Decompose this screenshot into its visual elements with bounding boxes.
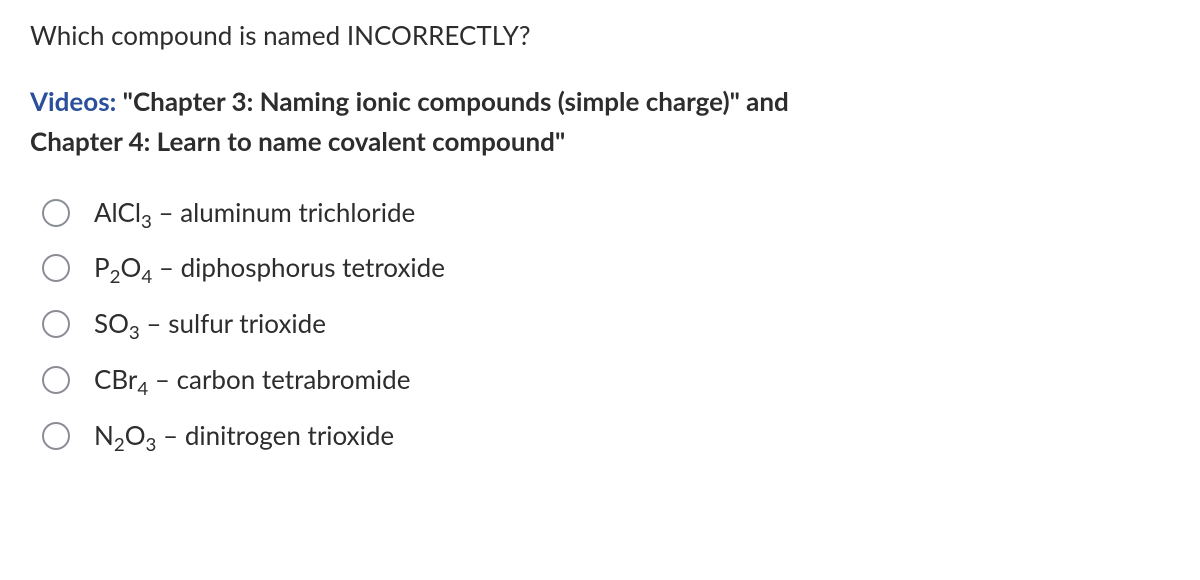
option-5-formula: N2O3 (94, 419, 156, 451)
option-1-formula: AlCl3 (94, 196, 152, 228)
option-3-name: sulfur trioxide (168, 307, 326, 339)
videos-prefix: Videos: (30, 85, 116, 117)
videos-text-line1: "Chapter 3: Naming ionic compounds (simp… (116, 85, 788, 117)
option-5[interactable]: N2O3 – dinitrogen trioxide (42, 419, 1170, 453)
option-4-label: CBr4 – carbon tetrabromide (94, 363, 410, 397)
option-5-label: N2O3 – dinitrogen trioxide (94, 419, 394, 453)
option-5-name: dinitrogen trioxide (185, 419, 394, 451)
options-list: AlCl3 – aluminum trichloride P2O4 – diph… (30, 196, 1170, 453)
option-2-formula: P2O4 (94, 251, 152, 283)
question-block: Which compound is named INCORRECTLY? Vid… (0, 0, 1200, 495)
option-4[interactable]: CBr4 – carbon tetrabromide (42, 363, 1170, 397)
option-1-name: aluminum trichloride (180, 196, 415, 228)
option-2-name: diphosphorus tetroxide (181, 251, 445, 283)
option-3-formula: SO3 (94, 307, 140, 339)
option-1-label: AlCl3 – aluminum trichloride (94, 196, 415, 230)
video-references: Videos: "Chapter 3: Naming ionic compoun… (30, 81, 1170, 162)
radio-icon[interactable] (42, 254, 70, 282)
radio-icon[interactable] (42, 199, 70, 227)
option-4-name: carbon tetrabromide (177, 363, 411, 395)
option-2[interactable]: P2O4 – diphosphorus tetroxide (42, 251, 1170, 285)
radio-icon[interactable] (42, 422, 70, 450)
radio-icon[interactable] (42, 310, 70, 338)
question-text: Which compound is named INCORRECTLY? (30, 18, 1170, 53)
option-1[interactable]: AlCl3 – aluminum trichloride (42, 196, 1170, 230)
option-3-label: SO3 – sulfur trioxide (94, 307, 326, 341)
radio-icon[interactable] (42, 366, 70, 394)
option-4-formula: CBr4 (94, 363, 148, 395)
videos-text-line2: Chapter 4: Learn to name covalent compou… (30, 125, 565, 157)
option-3[interactable]: SO3 – sulfur trioxide (42, 307, 1170, 341)
option-2-label: P2O4 – diphosphorus tetroxide (94, 251, 445, 285)
